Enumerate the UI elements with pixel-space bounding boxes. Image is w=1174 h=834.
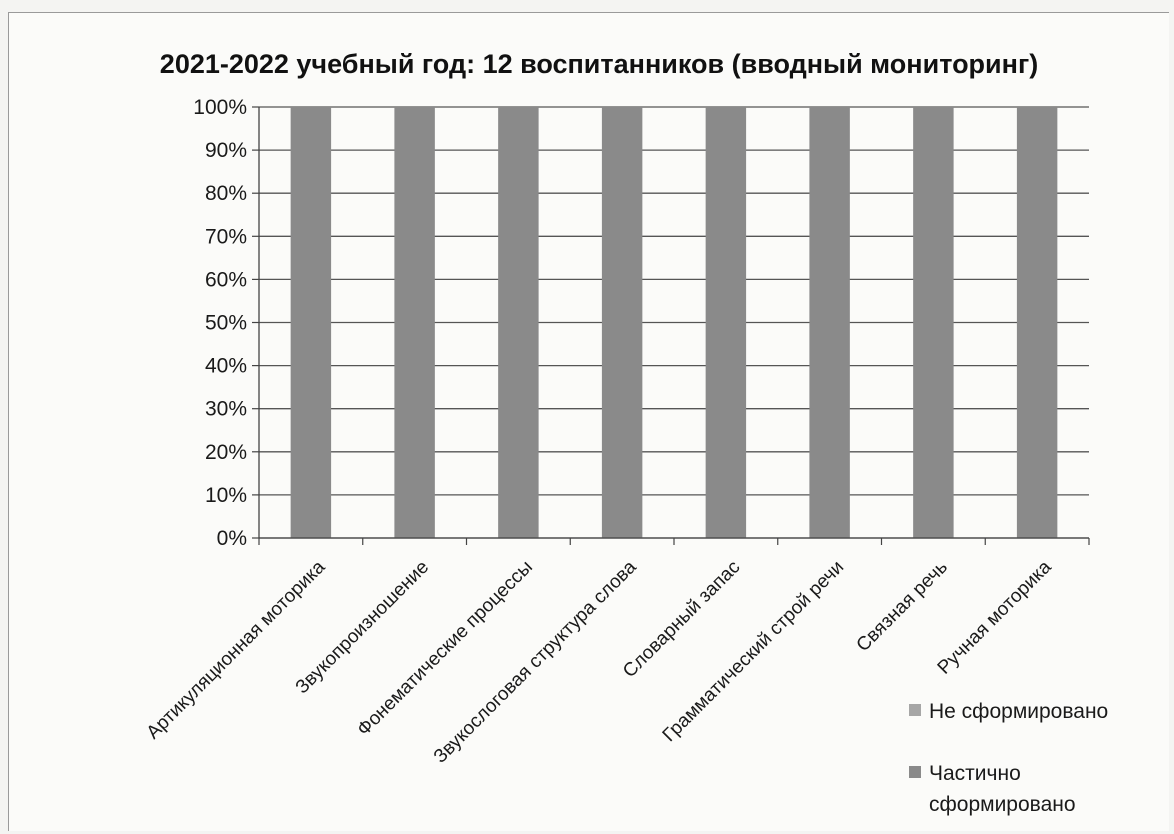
y-tick-label: 50%	[205, 312, 247, 335]
bar-partially-formed	[498, 107, 539, 538]
y-tick-label: 0%	[217, 527, 247, 550]
category-label: Звукослоговая структура слова	[430, 556, 641, 767]
y-tick-labels: 0% 10% 20% 30% 40% 50% 60% 70% 80% 90% 100%	[193, 96, 247, 550]
y-tick-label: 10%	[205, 484, 247, 507]
legend: Не сформировано Частично сформировано	[909, 700, 1108, 816]
bar-partially-formed	[601, 107, 643, 538]
y-tick-label: 20%	[205, 441, 247, 464]
bar-partially-formed	[913, 107, 954, 538]
y-tick-label: 70%	[205, 225, 247, 248]
y-tick-label: 100%	[193, 96, 247, 119]
category-label: Грамматический строй речи	[659, 557, 848, 746]
y-tick-label: 60%	[205, 268, 247, 291]
chart-title: 2021-2022 учебный год: 12 воспитанников …	[160, 49, 1038, 79]
legend-swatch	[909, 766, 921, 778]
bar-partially-formed	[1016, 107, 1058, 538]
bar-partially-formed	[290, 107, 332, 538]
category-label: Фонематические процессы	[353, 557, 537, 741]
bar-partially-formed	[394, 107, 435, 538]
category-labels: Артикуляционная моторикаЗвукопроизношени…	[143, 556, 1056, 767]
bar-partially-formed	[705, 107, 747, 538]
y-tick-label: 90%	[205, 139, 247, 162]
legend-label: Не сформировано	[929, 700, 1108, 723]
legend-label: Частично сформировано	[929, 762, 1076, 816]
chart-svg: 2021-2022 учебный год: 12 воспитанников …	[143, 49, 1109, 816]
category-label: Ручная моторика	[934, 556, 1056, 678]
chart-frame: 2021-2022 учебный год: 12 воспитанников …	[8, 12, 1169, 831]
bar-partially-formed	[809, 107, 850, 538]
legend-swatch	[909, 704, 921, 716]
category-label: Связная речь	[853, 557, 952, 656]
y-tick-label: 30%	[205, 398, 247, 421]
gridlines	[259, 106, 1089, 539]
category-label: Артикуляционная моторика	[143, 556, 330, 743]
y-tick-label: 80%	[205, 182, 247, 205]
bars	[290, 107, 1058, 538]
y-tick-label: 40%	[205, 355, 247, 378]
axes	[252, 106, 1090, 545]
